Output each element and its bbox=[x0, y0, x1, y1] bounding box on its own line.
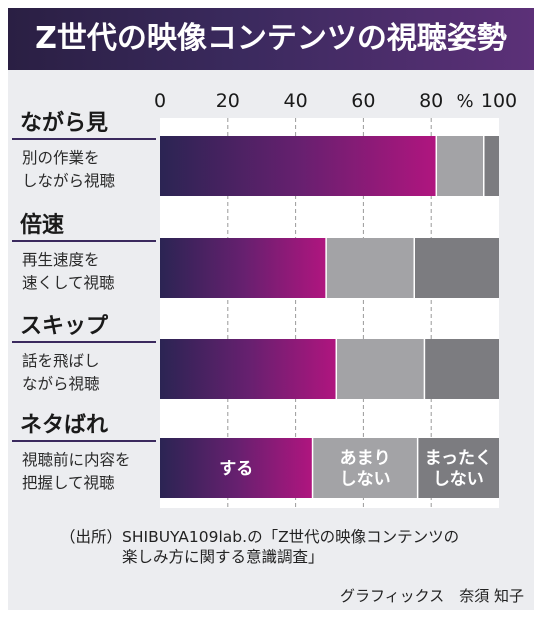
series-label: まったく bbox=[425, 449, 492, 469]
x-tick-label: 40 bbox=[284, 90, 308, 112]
bar-segment bbox=[424, 339, 499, 399]
category-description: ながら視聴 bbox=[22, 375, 100, 393]
category-title: ネタばれ bbox=[20, 413, 108, 438]
category-title: 倍速 bbox=[20, 212, 64, 238]
bar-segment bbox=[417, 438, 499, 498]
source-line-2: 楽しみ方に関する意識調査」 bbox=[122, 548, 324, 566]
bar-segment bbox=[483, 136, 499, 196]
x-tick-label: 20 bbox=[216, 90, 240, 112]
category-description: 速くして視聴 bbox=[22, 274, 115, 292]
series-label: しない bbox=[433, 470, 484, 490]
category-description: 再生速度を bbox=[22, 251, 100, 269]
x-tick-label: 80 bbox=[419, 90, 443, 112]
bar-segment bbox=[160, 136, 437, 196]
category-description: しながら視聴 bbox=[22, 172, 116, 190]
bar-segment bbox=[160, 438, 313, 498]
x-axis-unit: % bbox=[457, 91, 474, 112]
category-description: 別の作業を bbox=[22, 149, 100, 167]
chart-title: Z世代の映像コンテンツの視聴姿勢 bbox=[35, 21, 507, 56]
category-description: 視聴前に内容を bbox=[22, 451, 131, 469]
category-description: 把握して視聴 bbox=[22, 474, 115, 492]
source-note: （出所）SHIBUYA109lab.の「Z世代の映像コンテンツの 楽しみ方に関す… bbox=[60, 527, 530, 567]
category-description: 話を飛ばし bbox=[22, 352, 100, 370]
graphic-credit: グラフィックス 奈須 知子 bbox=[339, 587, 524, 605]
series-label: あまり bbox=[340, 449, 391, 469]
bar-segment bbox=[414, 238, 499, 298]
bar-segment bbox=[312, 438, 418, 498]
bar-segment bbox=[336, 339, 425, 399]
category-title: スキップ bbox=[20, 314, 109, 339]
source-line-1: （出所）SHIBUYA109lab.の「Z世代の映像コンテンツの bbox=[60, 528, 460, 546]
series-label: する bbox=[219, 459, 253, 479]
bar-segment bbox=[160, 238, 327, 298]
x-tick-label: 100 bbox=[481, 90, 517, 112]
bar-segment bbox=[326, 238, 415, 298]
title-bar bbox=[8, 8, 534, 70]
x-tick-label: 0 bbox=[154, 90, 166, 112]
bar-segment bbox=[436, 136, 484, 196]
bar-segment bbox=[160, 339, 337, 399]
x-tick-label: 60 bbox=[351, 90, 375, 112]
category-title: ながら見 bbox=[20, 110, 108, 136]
series-label: しない bbox=[340, 470, 391, 490]
